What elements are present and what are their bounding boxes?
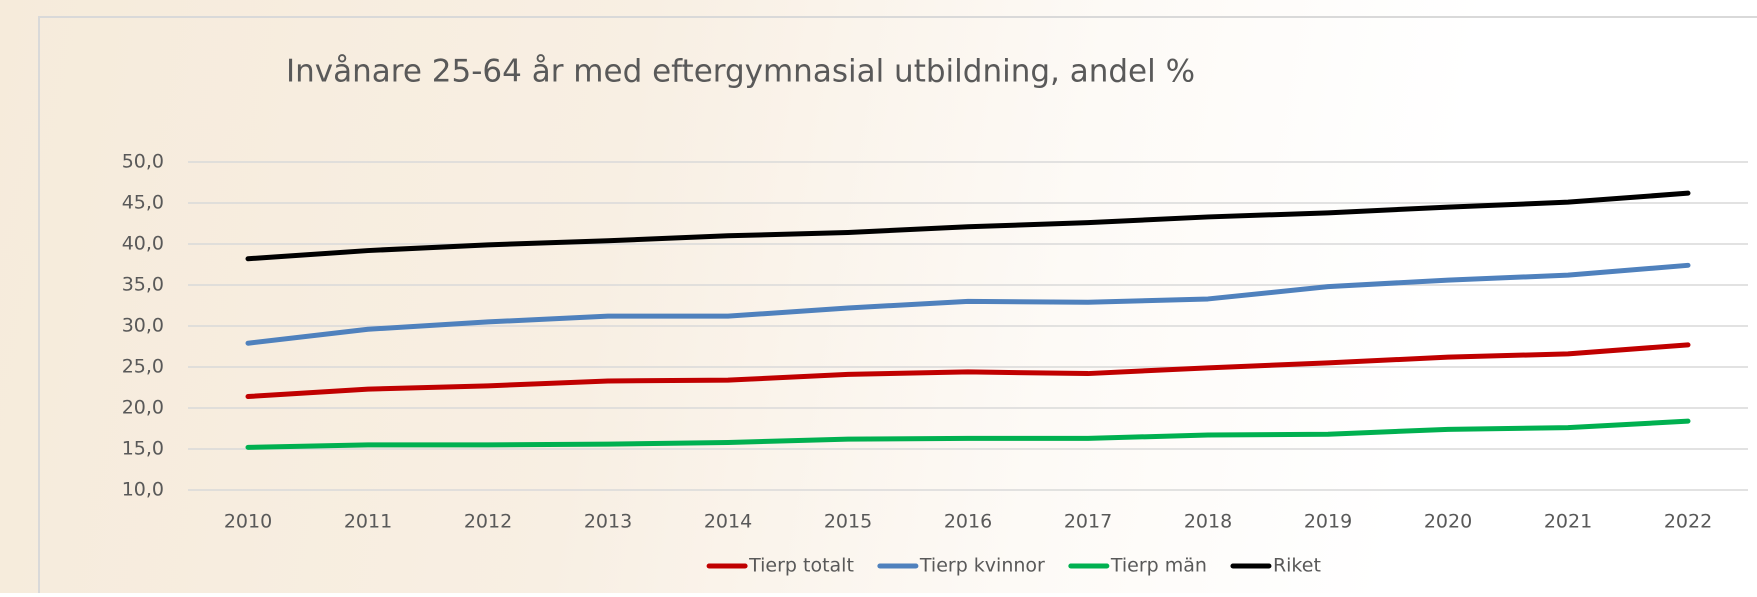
legend-label: Tierp män [1110, 555, 1207, 577]
x-tick-label: 2022 [1664, 511, 1712, 533]
page: Invånare 25-64 år med eftergymnasial utb… [0, 0, 1757, 593]
y-tick-label: 50,0 [122, 151, 164, 173]
legend-label: Riket [1273, 555, 1321, 577]
y-tick-label: 25,0 [122, 356, 164, 378]
y-tick-label: 40,0 [122, 233, 164, 255]
y-tick-label: 20,0 [122, 397, 164, 419]
chart: Invånare 25-64 år med eftergymnasial utb… [0, 0, 1757, 593]
x-tick-label: 2021 [1544, 511, 1592, 533]
legend-label: Tierp kvinnor [919, 555, 1045, 577]
series-line [248, 265, 1688, 343]
chart-title: Invånare 25-64 år med eftergymnasial utb… [286, 54, 1195, 90]
x-tick-label: 2018 [1184, 511, 1232, 533]
y-tick-label: 30,0 [122, 315, 164, 337]
x-tick-label: 2011 [344, 511, 392, 533]
x-tick-label: 2020 [1424, 511, 1472, 533]
x-tick-label: 2017 [1064, 511, 1112, 533]
x-tick-label: 2012 [464, 511, 512, 533]
y-tick-label: 45,0 [122, 192, 164, 214]
y-tick-label: 35,0 [122, 274, 164, 296]
x-tick-label: 2019 [1304, 511, 1352, 533]
x-tick-label: 2013 [584, 511, 632, 533]
y-tick-label: 15,0 [122, 438, 164, 460]
y-tick-label: 10,0 [122, 479, 164, 501]
series-line [248, 345, 1688, 397]
x-tick-label: 2014 [704, 511, 752, 533]
x-tick-label: 2015 [824, 511, 872, 533]
x-tick-label: 2016 [944, 511, 992, 533]
x-tick-label: 2010 [224, 511, 272, 533]
series-line [248, 421, 1688, 447]
legend-label: Tierp totalt [748, 555, 854, 577]
